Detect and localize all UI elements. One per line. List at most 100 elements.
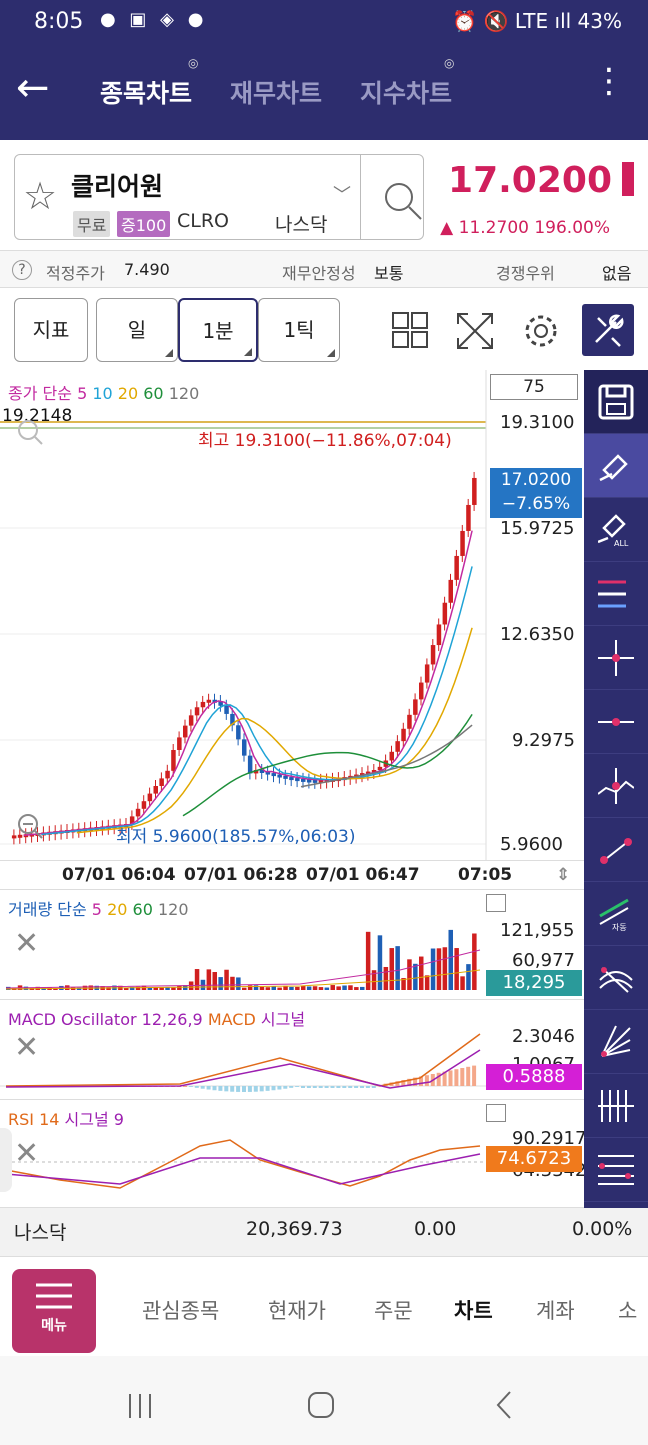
nav-chart[interactable]: 차트 xyxy=(454,1295,493,1325)
system-navigation xyxy=(0,1356,648,1445)
nav-order[interactable]: 주문 xyxy=(374,1295,413,1325)
horizontal-line-button[interactable] xyxy=(584,690,648,754)
macd-histogram-bar xyxy=(254,1086,258,1092)
fibonacci-button[interactable] xyxy=(584,1138,648,1202)
fullscreen-icon[interactable] xyxy=(456,312,494,350)
notification-icons: ● ▣ ◈ ● xyxy=(100,9,207,30)
auto-trend-button[interactable]: 자동 xyxy=(584,882,648,946)
nav-account[interactable]: 계좌 xyxy=(536,1295,575,1325)
fan-tool-button[interactable] xyxy=(584,1010,648,1074)
more-menu-icon[interactable]: ⋮ xyxy=(592,66,626,96)
tab-finance-chart[interactable]: 재무차트 xyxy=(230,74,322,110)
nav-watchlist[interactable]: 관심종목 xyxy=(142,1295,219,1325)
vertical-line-button[interactable] xyxy=(584,754,648,818)
nav-more[interactable]: 소 xyxy=(618,1295,637,1325)
volume-bar xyxy=(443,947,448,990)
volume-bar xyxy=(342,986,347,990)
nav-quote[interactable]: 현재가 xyxy=(268,1295,326,1325)
volume-bar xyxy=(177,986,182,990)
volume-bar xyxy=(295,987,300,990)
candle-body xyxy=(165,771,170,779)
volume-bar xyxy=(425,975,430,990)
volume-bar xyxy=(336,986,341,990)
rsi-signal-line xyxy=(6,1154,480,1184)
hcl-line-button[interactable] xyxy=(584,562,648,626)
drawing-tools-button[interactable] xyxy=(582,304,634,356)
back-arrow-icon[interactable]: ← xyxy=(16,68,50,108)
macd-histogram-bar xyxy=(260,1086,264,1091)
help-icon[interactable]: ? xyxy=(12,260,32,280)
save-drawing-button[interactable] xyxy=(584,370,648,434)
volume-bar xyxy=(407,959,412,990)
volume-bar xyxy=(460,976,465,990)
x-label-1: 07/01 06:04 xyxy=(62,865,176,885)
search-icon[interactable] xyxy=(381,179,425,223)
volume-bar xyxy=(218,977,223,990)
layout-grid-icon[interactable] xyxy=(392,312,428,348)
menu-button[interactable]: 메뉴 xyxy=(12,1269,96,1353)
macd-histogram-bar xyxy=(466,1067,470,1086)
low-annotation: 최저 5.9600(185.57%,06:03) xyxy=(116,822,355,847)
macd-histogram-bar xyxy=(289,1086,293,1088)
rsi-panel[interactable]: RSI 14 시그널 9 ✕ 90.2917 64.3342 74.6723 xyxy=(0,1100,584,1208)
zoom-out-icon[interactable] xyxy=(16,812,44,840)
fair-price-value: 7.490 xyxy=(124,260,170,279)
price-change: ▲ 11.2700 196.00% xyxy=(440,218,610,238)
price-chart[interactable]: 종가 단순 5 10 20 60 120 75 19.2148 최고 19.31… xyxy=(0,370,584,860)
side-handle[interactable] xyxy=(0,1128,12,1192)
auto-trend-icon: 자동 xyxy=(598,896,634,932)
zoom-in-icon[interactable] xyxy=(16,418,44,446)
settings-gear-icon[interactable] xyxy=(522,312,560,350)
candle-body xyxy=(301,779,306,782)
volume-bar xyxy=(419,957,424,990)
vertical-line-icon xyxy=(598,768,634,804)
macd-histogram-bar xyxy=(236,1086,240,1092)
candle-body xyxy=(460,531,465,556)
high-annotation: 최고 19.3100(−11.86%,07:04) xyxy=(198,426,452,451)
cross-line-button[interactable] xyxy=(584,626,648,690)
arc-tool-button[interactable] xyxy=(584,946,648,1010)
x-axis-labels: 07/01 06:04 07/01 06:28 07/01 06:47 07:0… xyxy=(0,860,584,890)
macd-histogram-bar xyxy=(189,1086,193,1087)
candle-body xyxy=(283,776,288,779)
candle-body xyxy=(437,624,442,645)
macd-histogram-bar xyxy=(266,1086,270,1091)
svg-text:ALL: ALL xyxy=(614,539,629,548)
period-minute-button[interactable]: 1분 xyxy=(178,298,258,362)
scroll-arrows-icon[interactable]: ⇕ xyxy=(556,865,570,885)
indicator-button[interactable]: 지표 xyxy=(14,298,88,362)
volume-bar xyxy=(260,987,265,990)
trend-line-button[interactable] xyxy=(584,818,648,882)
home-icon[interactable] xyxy=(306,1390,336,1420)
candle-body xyxy=(277,775,282,778)
period-day-label: 일 xyxy=(128,318,146,342)
recent-apps-icon[interactable] xyxy=(126,1392,154,1420)
status-right: ⏰ 🔇 LTE ıll 43% xyxy=(452,9,622,33)
macd-histogram-bar xyxy=(307,1086,311,1088)
candle-body xyxy=(248,756,253,774)
eraser-all-button[interactable]: ALL xyxy=(584,498,648,562)
back-nav-icon[interactable] xyxy=(492,1390,516,1420)
cycle-lines-button[interactable] xyxy=(584,1074,648,1138)
dropdown-corner-icon xyxy=(327,349,335,357)
candle-body xyxy=(195,707,200,715)
stock-selector[interactable]: ☆ 클리어원 무료 증100 CLRO 나스닥 ﹀ xyxy=(14,154,424,240)
index-ticker[interactable]: 나스닥 20,369.73 0.00 0.00% xyxy=(0,1208,648,1256)
favorite-star-icon[interactable]: ☆ xyxy=(23,177,57,215)
y-tick-3: 12.6350 xyxy=(500,624,574,645)
tab-stock-chart[interactable]: 종목차트 xyxy=(100,74,192,110)
candle-body xyxy=(224,706,229,714)
period-tick-button[interactable]: 1틱 xyxy=(258,298,340,362)
macd-panel[interactable]: MACD Oscillator 12,26,9 MACD 시그널 ✕ 2.304… xyxy=(0,1000,584,1100)
macd-histogram-bar xyxy=(366,1086,370,1088)
compete-label: 경쟁우위 xyxy=(496,260,555,284)
candle-body xyxy=(236,725,241,739)
period-day-button[interactable]: 일 xyxy=(96,298,178,362)
x-label-4: 07:05 xyxy=(458,865,512,885)
index-value: 20,369.73 xyxy=(246,1218,343,1240)
chevron-down-icon[interactable]: ﹀ xyxy=(333,181,351,207)
volume-panel[interactable]: 거래량 단순 5 20 60 120 ✕ 121,955 60,977 18,2… xyxy=(0,890,584,1000)
macd-histogram-bar xyxy=(336,1086,340,1088)
eraser-button[interactable] xyxy=(584,434,648,498)
tab-index-chart[interactable]: 지수차트 xyxy=(360,74,452,110)
